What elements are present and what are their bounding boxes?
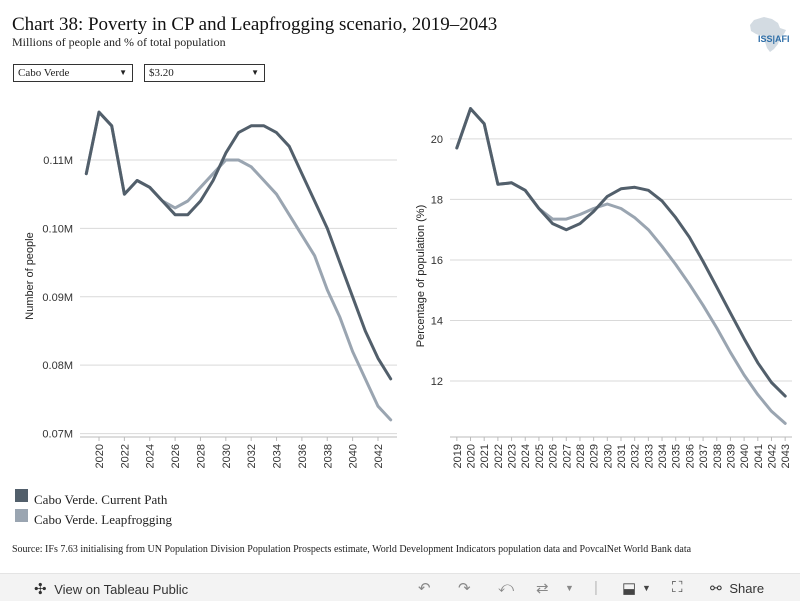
y-tick-label: 0.10M <box>42 223 73 235</box>
iss-africa-logo[interactable]: ISS|AFI <box>742 14 792 54</box>
x-tick-label: 2032 <box>630 444 642 468</box>
x-tick-label: 2023 <box>507 444 519 468</box>
legend-swatch <box>15 489 28 502</box>
x-tick-label: 2033 <box>643 444 655 468</box>
legend-label: Cabo Verde. Leapfrogging <box>34 512 173 527</box>
x-tick-label: 2028 <box>575 444 587 468</box>
country-dropdown[interactable]: Cabo Verde ▼ <box>13 64 133 82</box>
legend-swatch <box>15 509 28 522</box>
series-line-current-path <box>455 107 787 398</box>
x-tick-label: 2039 <box>725 444 737 468</box>
tableau-toolbar: ✣ View on Tableau Public ↶ ↷ ⤺ ⇄ ▼ | ⬓ ▼… <box>0 573 800 601</box>
x-tick-label: 2029 <box>589 444 601 468</box>
chevron-down-icon[interactable]: ▼ <box>565 583 574 593</box>
africa-map-icon <box>750 17 786 52</box>
x-tick-label: 2026 <box>170 444 182 468</box>
x-tick-label: 2022 <box>119 444 131 468</box>
chart-panel-1: 0.07M 0.08M 0.09M 0.10M 0.11M 2020 2022 2024 202… <box>24 110 397 468</box>
y-tick-label: 18 <box>431 194 443 206</box>
share-button[interactable]: ⚯ Share <box>710 580 764 597</box>
x-tick-label: 2032 <box>246 444 258 468</box>
view-on-tableau-label: View on Tableau Public <box>54 582 189 597</box>
download-icon[interactable]: ⬓ <box>622 580 637 597</box>
tableau-logo-icon: ✣ <box>34 581 47 598</box>
poverty-line-dropdown-value: $3.20 <box>149 67 174 79</box>
x-tick-label: 2020 <box>466 444 478 468</box>
x-tick-label: 2043 <box>780 444 792 468</box>
chevron-down-icon: ▼ <box>119 68 127 77</box>
x-tick-label: 2037 <box>698 444 710 468</box>
chart-title: Chart 38: Poverty in CP and Leapfrogging… <box>12 14 498 35</box>
view-on-tableau-link[interactable]: ✣ View on Tableau Public <box>34 580 188 598</box>
y-tick-label: 0.11M <box>43 155 73 167</box>
source-note: Source: IFs 7.63 initialising from UN Po… <box>12 544 692 555</box>
x-tick-label: 2038 <box>712 444 724 468</box>
y-tick-label: 0.08M <box>42 360 73 372</box>
series-line-leapfrogging <box>455 107 787 425</box>
share-label: Share <box>729 581 765 596</box>
x-tick-label: 2030 <box>221 444 233 468</box>
x-tick-label: 2020 <box>94 444 106 468</box>
x-tick-label: 2027 <box>561 444 573 468</box>
y-tick-label: 16 <box>431 255 443 267</box>
y-tick-label: 0.09M <box>42 292 73 304</box>
x-tick-label: 2028 <box>195 444 207 468</box>
x-tick-label: 2031 <box>616 444 628 468</box>
x-tick-label: 2040 <box>348 444 360 468</box>
x-tick-label: 2041 <box>753 444 765 468</box>
revert-icon[interactable]: ⤺ <box>498 579 515 596</box>
country-dropdown-value: Cabo Verde <box>18 67 70 79</box>
y-axis-label: Number of people <box>24 232 36 319</box>
x-tick-label: 2034 <box>272 444 284 468</box>
y-tick-label: 12 <box>431 376 443 388</box>
y-axis-label: Percentage of population (%) <box>415 205 427 347</box>
x-tick-label: 2025 <box>534 444 546 468</box>
refresh-icon[interactable]: ⇄ <box>536 580 549 597</box>
x-tick-label: 2038 <box>322 444 334 468</box>
poverty-line-dropdown[interactable]: $3.20 ▼ <box>144 64 265 82</box>
x-tick-label: 2022 <box>493 444 505 468</box>
y-tick-label: 20 <box>431 134 443 146</box>
x-tick-label: 2024 <box>520 444 532 468</box>
x-tick-label: 2034 <box>657 444 669 468</box>
chevron-down-icon: ▼ <box>251 68 259 77</box>
x-tick-label: 2021 <box>479 444 491 468</box>
series-line-leapfrogging <box>84 110 393 422</box>
share-icon: ⚯ <box>710 580 722 596</box>
x-tick-label: 2024 <box>145 444 157 468</box>
fullscreen-icon[interactable]: ⛶ <box>672 579 683 596</box>
x-tick-label: 2035 <box>671 444 683 468</box>
x-tick-label: 2026 <box>548 444 560 468</box>
toolbar-divider: | <box>594 579 598 596</box>
x-tick-label: 2036 <box>684 444 696 468</box>
legend-label: Cabo Verde. Current Path <box>34 492 168 507</box>
x-tick-label: 2019 <box>452 444 464 468</box>
x-tick-label: 2036 <box>297 444 309 468</box>
y-tick-label: 0.07M <box>42 429 73 441</box>
x-tick-label: 2042 <box>373 444 385 468</box>
x-tick-label: 2040 <box>739 444 751 468</box>
redo-icon[interactable]: ↷ <box>458 580 471 597</box>
undo-icon[interactable]: ↶ <box>418 580 431 597</box>
chart-subtitle: Millions of people and % of total popula… <box>12 35 226 49</box>
x-tick-label: 2030 <box>602 444 614 468</box>
chevron-down-icon[interactable]: ▼ <box>642 583 651 593</box>
x-tick-label: 2042 <box>766 444 778 468</box>
logo-text: ISS|AFI <box>758 34 790 44</box>
y-tick-label: 14 <box>431 315 443 327</box>
series-line-current-path <box>84 110 393 381</box>
